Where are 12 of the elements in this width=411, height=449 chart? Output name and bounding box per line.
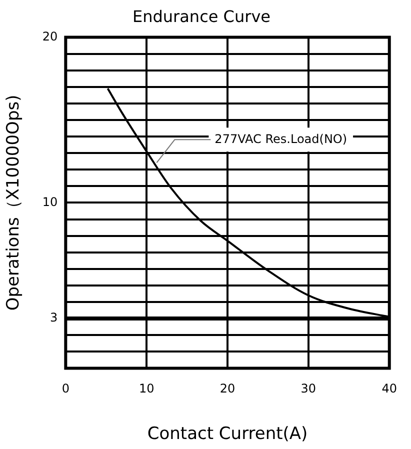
x-tick-label: 10 <box>138 382 154 396</box>
chart-title: Endurance Curve <box>132 6 270 26</box>
y-tick-label: 10 <box>42 194 58 209</box>
x-tick-label: 20 <box>220 382 236 396</box>
x-tick-label: 40 <box>382 382 398 396</box>
y-tick-label: 3 <box>50 310 58 325</box>
x-tick-label: 30 <box>300 382 316 396</box>
y-axis-title: Operations（X10000Ops) <box>4 94 24 311</box>
x-axis-title: Contact Current(A) <box>147 424 308 444</box>
x-tick-label: 0 <box>62 382 70 396</box>
y-tick-label: 20 <box>42 29 58 44</box>
annotation: 277VAC Res.Load(NO) <box>214 132 348 146</box>
